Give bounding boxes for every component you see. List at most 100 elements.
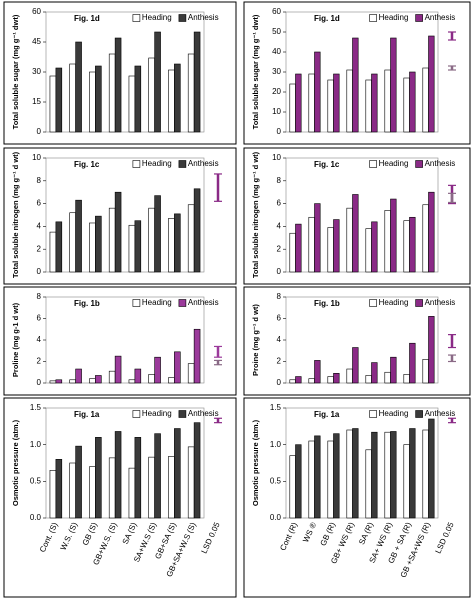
chart-title: Fig. 1a [74,410,100,419]
bar [422,429,429,519]
bar [128,224,136,273]
panel [3,147,237,285]
lsd-bar [214,173,222,202]
y-tick-label: 50 [272,27,281,36]
legend-label: Heading [379,409,409,418]
y-tick-label: 1.0 [30,440,42,449]
x-tick-label: SA (R) [357,521,375,546]
bar [89,222,96,273]
y-tick-label: 0 [277,267,282,276]
bar [327,376,334,384]
legend-label: Anthesis [425,409,456,418]
legend-label: Anthesis [425,159,456,168]
bar [308,378,315,384]
bar [384,371,391,384]
y-tick-label: 8 [37,292,42,301]
legend-label: Heading [142,298,172,307]
legend-swatch [415,410,423,418]
bar [75,445,82,519]
bar [154,195,161,273]
lsd-bar [448,31,456,41]
bar [390,431,397,519]
chart-title: Fig. 1d [74,14,100,23]
bar [128,467,136,519]
lsd-bar [214,417,222,424]
bar [154,356,161,384]
y-tick-label: 0 [37,378,42,387]
lsd-bar [448,354,456,363]
bar [69,379,76,384]
y-tick-label: 10 [272,107,281,116]
y-tick-label: 8 [37,176,42,185]
bar [193,328,201,384]
legend-swatch [369,299,377,307]
bar [55,221,63,273]
y-tick-label: 60 [32,7,41,16]
bar [327,79,334,133]
bar [352,37,359,133]
bar [409,342,416,384]
legend-swatch [369,160,377,168]
bar [75,199,82,273]
chart-title: Fig. 1c [74,160,100,169]
bar [346,207,353,273]
legend-swatch [369,14,377,22]
bar [333,219,340,273]
legend-swatch [132,410,141,418]
bar [289,83,296,133]
y-tick-label: 10 [272,153,281,162]
y-tick-label: 20 [272,87,281,96]
bar [308,216,315,273]
bar [403,77,410,133]
legend-label: Heading [379,13,409,22]
bar [428,418,435,519]
bar [365,79,372,133]
bar [193,31,201,133]
legend-label: Heading [379,159,409,168]
bar [108,207,116,273]
bar [390,198,397,273]
bar [69,462,76,519]
y-tick-label: 0 [37,127,42,136]
bar [365,228,372,273]
bar [49,231,57,273]
legend-swatch [415,14,423,22]
bar [95,215,102,273]
bar [95,437,102,519]
bar [134,368,142,384]
y-tick-label: 4 [37,222,42,231]
x-tick-label: GB (S) [81,521,100,547]
bar [49,380,57,384]
bar [55,379,63,384]
bar [148,207,155,273]
bar [55,67,63,133]
bar [89,466,96,519]
bar [114,431,122,519]
y-tick-label: 8 [277,292,282,301]
y-tick-label: 0.0 [30,513,42,522]
legend-swatch [132,299,141,307]
y-tick-label: 2 [37,357,42,366]
lsd-bar [448,65,456,71]
bar [134,220,142,273]
bar [174,213,181,273]
plot-area [285,157,439,273]
y-tick-label: 8 [277,176,282,185]
bar [95,375,102,384]
bar [295,376,302,384]
panel [3,397,237,598]
plot-area [45,157,205,273]
chart-title: Fig. 1b [314,299,340,308]
bar [314,51,321,133]
legend-label: Anthesis [188,298,219,307]
chart-title: Fig. 1d [314,14,340,23]
bar [314,435,321,519]
y-tick-label: 0 [277,127,282,136]
bar [333,73,340,133]
y-tick-label: 0 [277,378,282,387]
chart-title: Fig. 1c [314,160,340,169]
y-tick-label: 4 [277,222,282,231]
panel [243,147,471,285]
bar [314,360,321,384]
bar [352,194,359,273]
